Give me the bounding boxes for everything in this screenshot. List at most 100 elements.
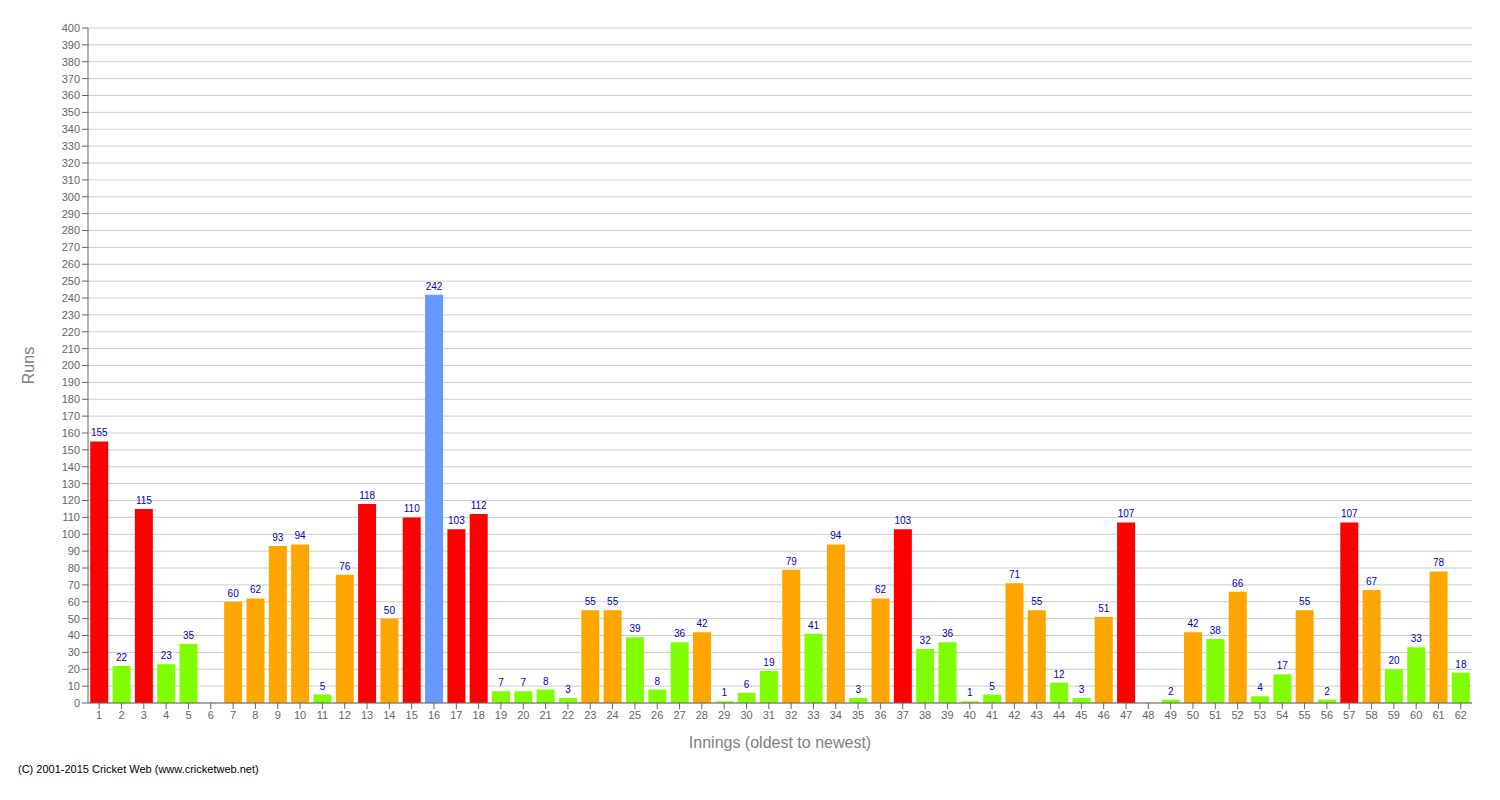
svg-text:20: 20 — [517, 709, 529, 721]
svg-text:13: 13 — [361, 709, 373, 721]
svg-text:71: 71 — [1009, 569, 1021, 580]
svg-text:32: 32 — [785, 709, 797, 721]
svg-text:17: 17 — [450, 709, 462, 721]
svg-text:62: 62 — [250, 584, 262, 595]
svg-text:1: 1 — [721, 687, 727, 698]
svg-text:300: 300 — [62, 191, 80, 203]
svg-text:55: 55 — [607, 596, 619, 607]
svg-text:3: 3 — [855, 684, 861, 695]
svg-text:56: 56 — [1321, 709, 1333, 721]
svg-text:94: 94 — [830, 530, 842, 541]
svg-text:6: 6 — [208, 709, 214, 721]
svg-text:7: 7 — [230, 709, 236, 721]
svg-text:93: 93 — [272, 532, 284, 543]
svg-text:44: 44 — [1053, 709, 1065, 721]
svg-text:2: 2 — [118, 709, 124, 721]
svg-text:33: 33 — [1411, 633, 1423, 644]
svg-text:320: 320 — [62, 157, 80, 169]
svg-text:45: 45 — [1075, 709, 1087, 721]
svg-text:160: 160 — [62, 427, 80, 439]
svg-text:17: 17 — [1277, 660, 1289, 671]
svg-text:310: 310 — [62, 174, 80, 186]
svg-text:242: 242 — [426, 281, 443, 292]
svg-text:47: 47 — [1120, 709, 1132, 721]
svg-text:3: 3 — [141, 709, 147, 721]
svg-text:Innings (oldest to newest): Innings (oldest to newest) — [689, 734, 871, 751]
svg-text:115: 115 — [136, 495, 152, 506]
svg-text:48: 48 — [1142, 709, 1154, 721]
svg-text:20: 20 — [68, 663, 80, 675]
svg-text:Runs: Runs — [20, 347, 37, 384]
svg-text:57: 57 — [1343, 709, 1355, 721]
svg-text:39: 39 — [629, 623, 641, 634]
svg-text:280: 280 — [62, 224, 80, 236]
svg-text:24: 24 — [606, 709, 618, 721]
svg-text:30: 30 — [68, 646, 80, 658]
svg-text:80: 80 — [68, 562, 80, 574]
svg-text:51: 51 — [1209, 709, 1221, 721]
svg-text:36: 36 — [674, 628, 686, 639]
svg-text:60: 60 — [228, 588, 240, 599]
svg-text:5: 5 — [320, 681, 326, 692]
svg-text:250: 250 — [62, 275, 80, 287]
svg-text:22: 22 — [116, 652, 128, 663]
svg-text:0: 0 — [74, 697, 80, 709]
svg-text:8: 8 — [252, 709, 258, 721]
svg-text:200: 200 — [62, 359, 80, 371]
svg-text:23: 23 — [584, 709, 596, 721]
svg-text:330: 330 — [62, 140, 80, 152]
svg-text:67: 67 — [1366, 576, 1378, 587]
svg-text:12: 12 — [339, 709, 351, 721]
svg-text:210: 210 — [62, 343, 80, 355]
svg-text:230: 230 — [62, 309, 80, 321]
svg-text:55: 55 — [1299, 596, 1311, 607]
svg-text:170: 170 — [62, 410, 80, 422]
svg-text:55: 55 — [1031, 596, 1043, 607]
svg-text:53: 53 — [1254, 709, 1266, 721]
svg-text:350: 350 — [62, 106, 80, 118]
svg-text:61: 61 — [1432, 709, 1444, 721]
svg-text:15: 15 — [406, 709, 418, 721]
svg-text:50: 50 — [384, 605, 396, 616]
svg-text:340: 340 — [62, 123, 80, 135]
svg-text:155: 155 — [91, 427, 108, 438]
svg-text:54: 54 — [1276, 709, 1288, 721]
svg-text:240: 240 — [62, 292, 80, 304]
svg-text:14: 14 — [383, 709, 395, 721]
svg-text:110: 110 — [404, 503, 420, 514]
svg-text:46: 46 — [1098, 709, 1110, 721]
svg-text:290: 290 — [62, 208, 80, 220]
svg-text:3: 3 — [1079, 684, 1085, 695]
svg-text:4: 4 — [163, 709, 169, 721]
svg-text:4: 4 — [1257, 682, 1263, 693]
svg-text:130: 130 — [62, 478, 80, 490]
svg-text:19: 19 — [495, 709, 507, 721]
svg-text:190: 190 — [62, 376, 80, 388]
svg-text:39: 39 — [941, 709, 953, 721]
svg-text:51: 51 — [1098, 603, 1110, 614]
svg-text:3: 3 — [565, 684, 571, 695]
svg-text:120: 120 — [62, 494, 80, 506]
svg-text:62: 62 — [875, 584, 887, 595]
svg-text:36: 36 — [874, 709, 886, 721]
svg-text:2: 2 — [1168, 686, 1174, 697]
svg-text:260: 260 — [62, 258, 80, 270]
svg-text:360: 360 — [62, 89, 80, 101]
svg-text:60: 60 — [1410, 709, 1422, 721]
svg-text:25: 25 — [629, 709, 641, 721]
svg-text:34: 34 — [830, 709, 842, 721]
svg-text:35: 35 — [852, 709, 864, 721]
svg-text:370: 370 — [62, 73, 80, 85]
svg-text:6: 6 — [744, 679, 750, 690]
svg-text:41: 41 — [986, 709, 998, 721]
svg-text:21: 21 — [539, 709, 551, 721]
svg-text:18: 18 — [1455, 659, 1467, 670]
svg-text:180: 180 — [62, 393, 80, 405]
svg-text:28: 28 — [696, 709, 708, 721]
svg-text:37: 37 — [897, 709, 909, 721]
svg-text:140: 140 — [62, 461, 80, 473]
svg-text:36: 36 — [942, 628, 954, 639]
svg-text:76: 76 — [339, 561, 351, 572]
svg-text:66: 66 — [1232, 578, 1244, 589]
svg-text:270: 270 — [62, 241, 80, 253]
